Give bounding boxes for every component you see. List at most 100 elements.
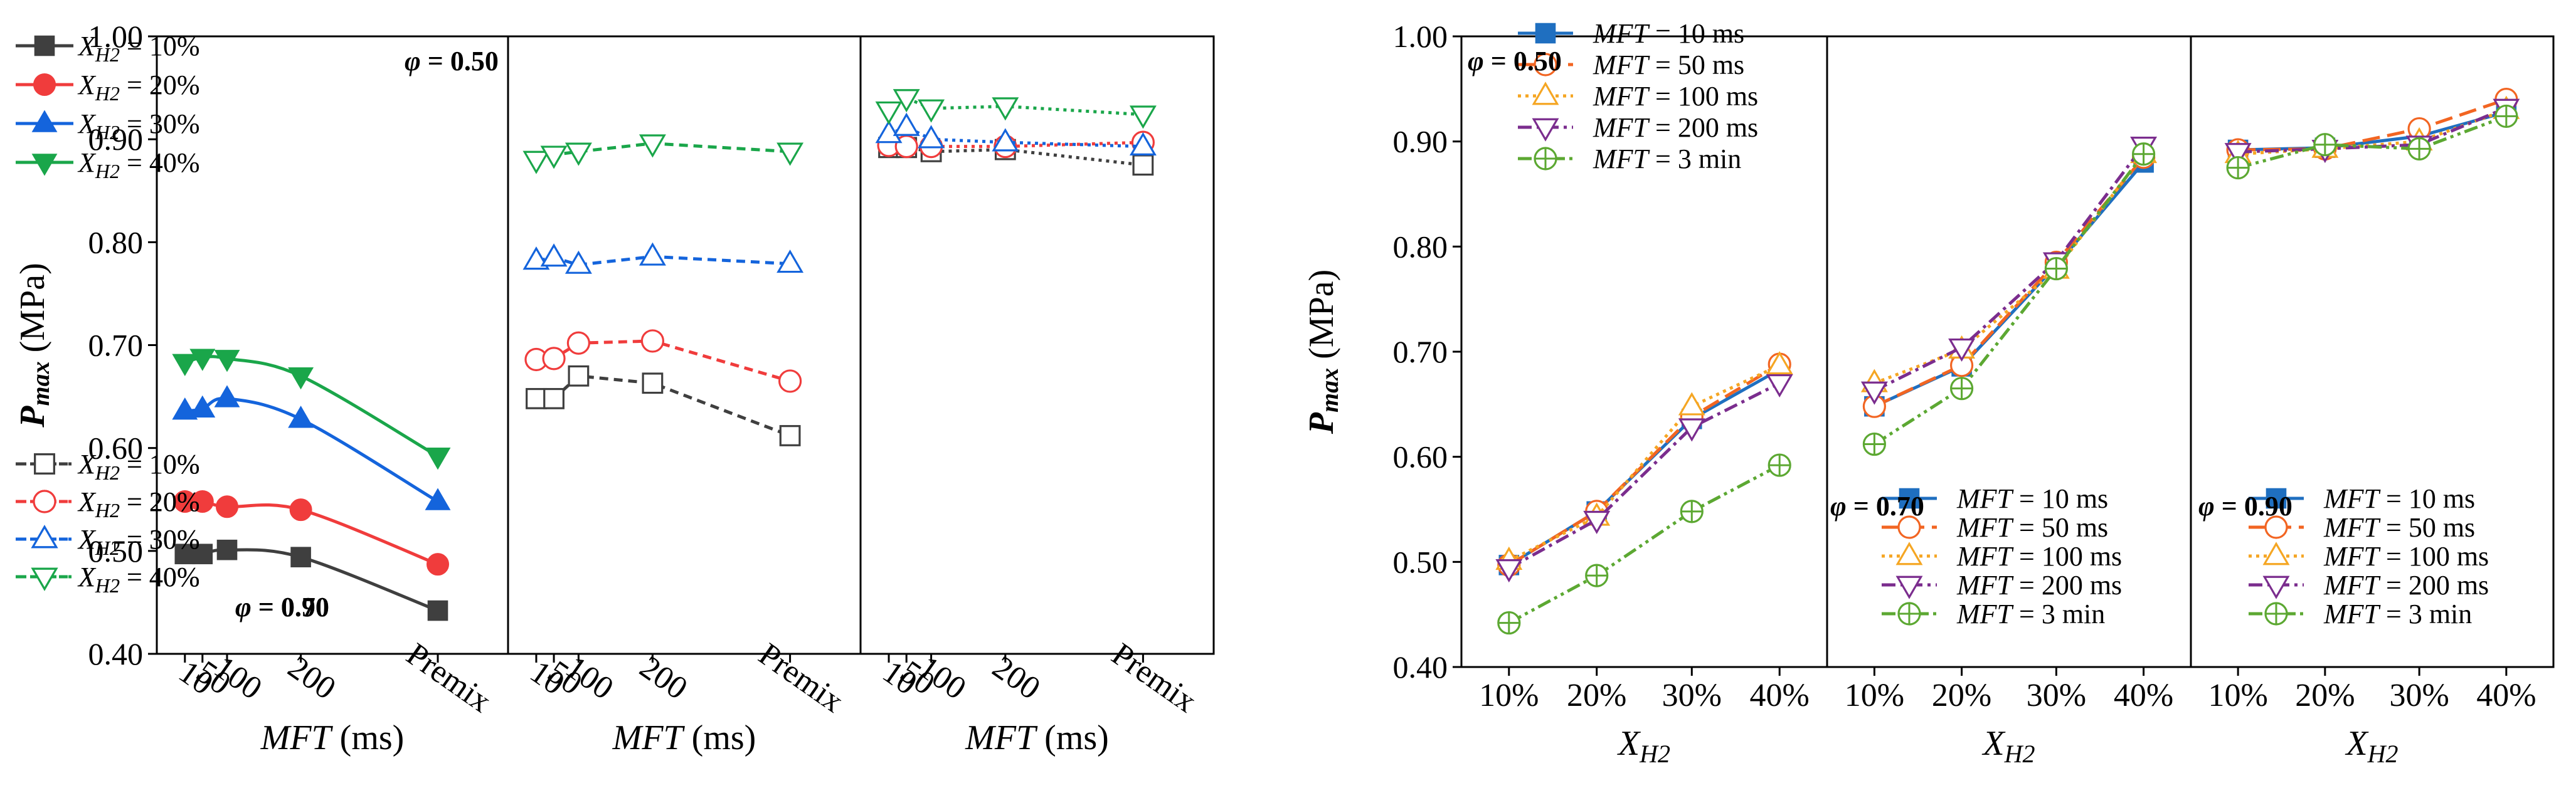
data-point <box>174 544 196 565</box>
legend-label: MFT = 50 ms <box>1593 50 1744 80</box>
legend: XH2 = 10%XH2 = 20%XH2 = 30%XH2 = 40% <box>16 31 199 182</box>
data-point <box>777 250 804 273</box>
series-3 <box>875 112 1157 156</box>
data-point <box>918 125 945 149</box>
x-tick-label: 40% <box>2476 678 2536 713</box>
data-point <box>2313 133 2337 157</box>
data-point <box>522 246 550 270</box>
legend-label: XH2 = 40% <box>77 562 199 597</box>
y-axis-title: Pmax (MPa) <box>13 263 55 428</box>
legend-marker <box>1899 488 1920 509</box>
y-tick-label: 0.80 <box>1393 229 1448 264</box>
x-axis-title: XH2 <box>1617 724 1670 768</box>
legend-label: MFT = 200 ms <box>2323 570 2489 601</box>
x-tick-label: 10% <box>2208 678 2267 713</box>
legend-label: MFT = 100 ms <box>1593 81 1758 112</box>
series-5 <box>1497 453 1791 635</box>
legend-label: XH2 = 30% <box>77 524 199 559</box>
legend-marker <box>33 73 56 96</box>
y-tick-label: 0.50 <box>1393 544 1448 579</box>
series-2 <box>524 329 802 393</box>
data-point <box>992 128 1019 152</box>
legend-label: XH2 = 10% <box>77 449 199 484</box>
data-point <box>288 406 314 428</box>
legend-marker <box>2262 542 2290 565</box>
data-point <box>427 600 448 621</box>
x-tick-label: 30% <box>1662 678 1722 713</box>
x-tick-label: 40% <box>1750 678 1810 713</box>
y-axis-title: Pmax (MPa) <box>1302 270 1344 434</box>
phi-label: φ = 0.70 <box>235 592 329 623</box>
series-line <box>2237 115 2507 169</box>
data-point <box>172 397 198 420</box>
phi-label: φ = 0.70 <box>1830 491 1924 522</box>
legend-marker <box>1532 81 1559 105</box>
series-line <box>2238 98 2507 152</box>
legend-label: MFT = 100 ms <box>2323 541 2489 572</box>
series-1 <box>526 365 801 446</box>
data-point <box>564 142 592 166</box>
data-point <box>893 89 920 113</box>
y-tick-label: 0.60 <box>1393 439 1448 475</box>
series-1 <box>1864 152 2154 417</box>
legend-marker <box>31 567 58 591</box>
y-tick-label: 0.50 <box>88 533 144 569</box>
series-3 <box>522 242 804 274</box>
series-4 <box>1860 137 2158 405</box>
data-point <box>640 329 665 353</box>
legend-marker <box>33 490 56 513</box>
series-line <box>2238 106 2507 154</box>
y-tick-label: 0.70 <box>88 328 144 363</box>
legend-label: MFT = 10 ms <box>1593 18 1744 49</box>
legend-label: XH2 = 40% <box>77 147 199 182</box>
series-5 <box>2226 104 2518 180</box>
data-point <box>540 243 568 267</box>
legend: XH2 = 10%XH2 = 20%XH2 = 30%XH2 = 40% <box>16 449 199 597</box>
data-point <box>777 142 804 166</box>
data-point <box>290 547 311 567</box>
series-line <box>184 397 439 503</box>
series-line <box>1874 153 2145 446</box>
legend-marker <box>31 525 58 549</box>
data-point <box>778 369 802 393</box>
data-point <box>2044 256 2068 281</box>
legend-label: MFT = 10 ms <box>1956 483 2108 514</box>
x-tick-label: 200 <box>986 649 1047 707</box>
data-point <box>172 354 198 376</box>
data-point <box>875 101 903 125</box>
x-tick-label: 20% <box>1932 678 1991 713</box>
data-point <box>288 367 314 390</box>
y-tick-label: 0.70 <box>1393 334 1448 369</box>
data-point <box>568 365 590 387</box>
data-point <box>542 347 566 370</box>
legend-label: MFT = 100 ms <box>1956 541 2122 572</box>
y-tick-label: 1.00 <box>88 19 144 54</box>
data-point <box>2226 155 2250 180</box>
chart-2: 0.40 0.50 0.60 0.70 0.80 0.90 1.00 Pmax (MPa) 10… <box>1302 18 2555 768</box>
data-point <box>1948 338 1976 362</box>
x-axis-title: MFT (ms) <box>612 718 756 757</box>
series-line <box>1508 368 1781 567</box>
series-1 <box>174 539 448 621</box>
data-point <box>992 97 1019 121</box>
series-line <box>1874 153 2145 385</box>
series-line <box>1874 144 2145 392</box>
data-point <box>189 395 216 418</box>
data-point <box>1495 559 1523 583</box>
data-point <box>1766 351 1793 375</box>
phi-label: φ = 0.90 <box>2198 491 2292 522</box>
data-point <box>1678 418 1705 442</box>
legend-label: MFT = 50 ms <box>1956 512 2108 543</box>
data-point <box>918 99 945 123</box>
series-4 <box>1495 374 1793 583</box>
data-point <box>214 350 240 372</box>
data-point <box>1129 105 1157 129</box>
series-4 <box>875 89 1157 129</box>
data-point <box>192 544 213 565</box>
